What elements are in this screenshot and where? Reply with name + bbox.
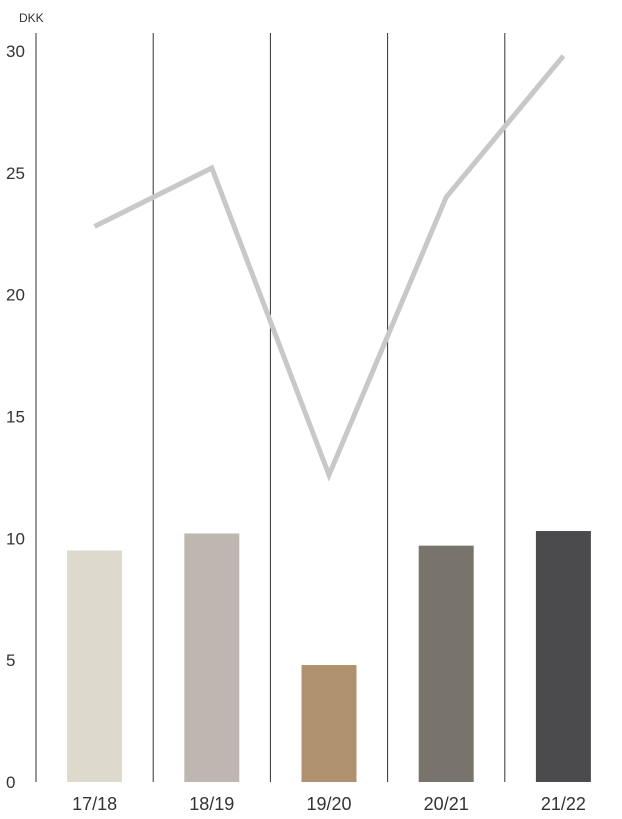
bar-20-21 [418, 545, 474, 782]
x-tick-label: 21/22 [541, 794, 586, 814]
bar-18-19 [184, 533, 240, 782]
bar-19-20 [301, 665, 357, 782]
x-tick-label: 19/20 [306, 794, 351, 814]
x-axis: 17/18 18/19 19/20 20/21 21/22 [72, 794, 586, 814]
y-tick-label: 5 [6, 651, 15, 670]
bar-17-18 [67, 550, 123, 782]
x-tick-label: 18/19 [189, 794, 234, 814]
y-tick-label: 30 [6, 42, 25, 61]
line-path [93, 54, 566, 482]
y-axis: DKK 0 5 10 15 20 25 30 [6, 11, 44, 792]
x-tick-label: 17/18 [72, 794, 117, 814]
y-tick-label: 10 [6, 529, 25, 548]
y-axis-unit-label: DKK [19, 11, 44, 25]
y-tick-label: 25 [6, 164, 25, 183]
y-tick-label: 15 [6, 408, 25, 427]
bar-series [67, 531, 591, 782]
x-tick-label: 20/21 [424, 794, 469, 814]
y-tick-label: 0 [6, 773, 15, 792]
category-separators [152, 33, 506, 782]
line-series [93, 54, 566, 482]
bar-21-22 [535, 531, 591, 782]
y-tick-label: 20 [6, 286, 25, 305]
